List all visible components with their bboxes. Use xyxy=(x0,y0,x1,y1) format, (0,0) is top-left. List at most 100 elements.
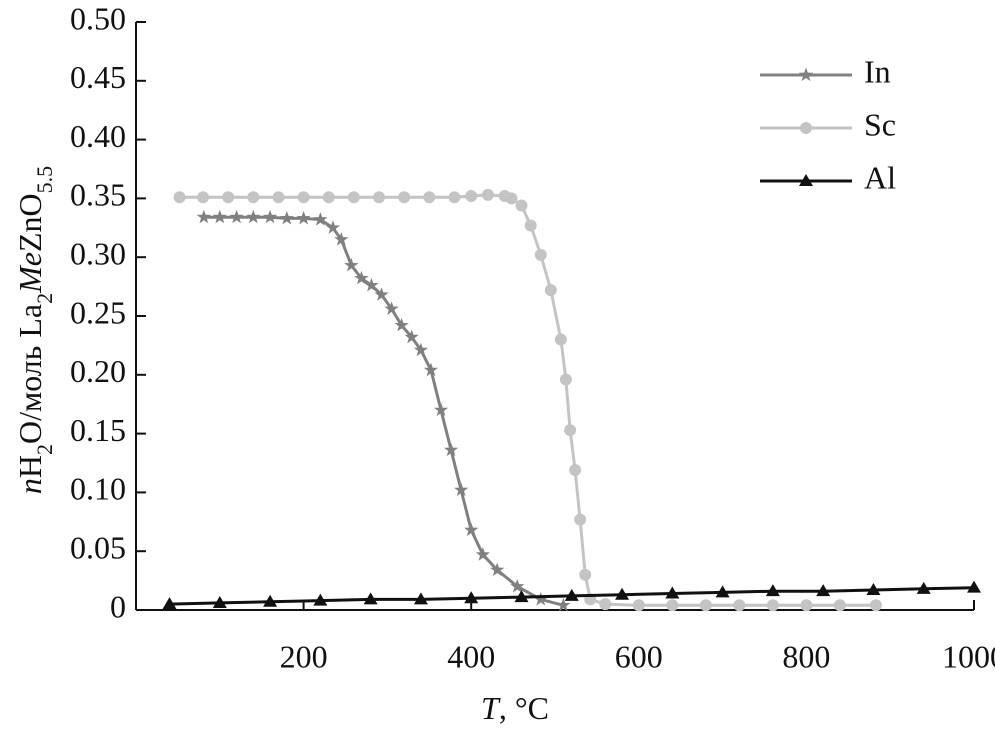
marker xyxy=(325,220,341,234)
marker xyxy=(715,585,730,598)
legend-marker xyxy=(800,122,812,134)
x-tick-label: 600 xyxy=(615,638,663,674)
marker xyxy=(444,442,459,457)
series-line xyxy=(203,215,564,607)
marker xyxy=(599,598,612,611)
marker xyxy=(869,599,882,612)
marker xyxy=(344,257,359,272)
marker xyxy=(475,547,491,561)
marker xyxy=(533,591,548,606)
marker xyxy=(173,191,186,204)
marker xyxy=(544,284,557,297)
x-tick-label: 800 xyxy=(782,638,830,674)
marker xyxy=(490,562,505,577)
marker xyxy=(197,191,210,204)
x-tick-label: 200 xyxy=(280,638,328,674)
marker xyxy=(524,219,537,232)
marker xyxy=(816,584,831,597)
marker xyxy=(514,590,529,603)
marker xyxy=(296,210,311,225)
marker xyxy=(699,599,712,612)
y-axis-title-part: Me xyxy=(12,252,48,294)
y-tick-label: 0.15 xyxy=(70,412,126,448)
y-tick-label: 0.10 xyxy=(70,471,126,507)
marker xyxy=(374,287,389,301)
marker xyxy=(579,568,592,581)
marker xyxy=(212,209,227,224)
marker xyxy=(515,199,528,212)
marker xyxy=(334,232,349,246)
marker xyxy=(394,317,409,332)
x-axis-title-part: T xyxy=(481,690,501,726)
marker xyxy=(247,191,260,204)
x-tick-label: 1000 xyxy=(942,638,995,674)
marker xyxy=(162,597,177,610)
y-axis-title-group: nH2O/моль La2MeZnO5.5 xyxy=(12,166,56,494)
marker xyxy=(313,593,328,606)
marker xyxy=(229,209,244,224)
marker xyxy=(765,584,780,597)
marker xyxy=(384,301,399,315)
marker xyxy=(733,599,746,612)
marker xyxy=(246,209,261,224)
marker xyxy=(272,191,285,204)
y-axis-title-part: n xyxy=(12,478,48,494)
y-axis-title-part: 2 xyxy=(32,444,57,455)
marker xyxy=(313,212,328,226)
marker xyxy=(354,270,369,285)
marker xyxy=(559,373,572,386)
marker xyxy=(800,599,813,612)
y-axis-title-part: O/моль La xyxy=(12,304,48,444)
marker xyxy=(262,209,278,224)
marker xyxy=(564,424,577,437)
marker xyxy=(632,599,645,612)
marker xyxy=(413,592,428,605)
y-tick-label: 0.20 xyxy=(70,353,126,389)
series-line xyxy=(179,193,876,607)
marker xyxy=(297,191,310,204)
marker xyxy=(423,191,436,204)
marker xyxy=(666,599,679,612)
y-tick-label: 0.25 xyxy=(70,294,126,330)
marker xyxy=(363,592,378,605)
x-tick-label: 400 xyxy=(447,638,495,674)
marker xyxy=(569,464,582,477)
marker xyxy=(534,248,547,261)
marker xyxy=(615,587,630,600)
x-axis-title-part: , °C xyxy=(499,690,549,726)
marker xyxy=(454,482,469,497)
y-tick-label: 0.50 xyxy=(70,0,126,36)
marker xyxy=(464,522,479,537)
marker xyxy=(481,188,494,201)
marker xyxy=(398,191,411,204)
marker xyxy=(554,333,567,346)
marker xyxy=(404,329,419,344)
marker xyxy=(347,191,360,204)
marker xyxy=(833,599,846,612)
legend-label: Sc xyxy=(864,106,896,142)
marker xyxy=(322,191,335,204)
marker xyxy=(574,513,587,526)
marker xyxy=(448,191,461,204)
y-axis-title-part: 5.5 xyxy=(32,166,57,194)
marker xyxy=(196,209,211,224)
y-tick-label: 0.30 xyxy=(70,236,126,272)
legend-marker xyxy=(798,67,814,82)
marker xyxy=(866,583,881,596)
y-tick-label: 0.45 xyxy=(70,59,126,95)
marker xyxy=(556,597,571,612)
marker xyxy=(413,342,429,357)
marker xyxy=(464,591,479,604)
marker xyxy=(364,277,379,292)
x-axis-title-group: T, °C xyxy=(481,690,549,726)
marker xyxy=(263,594,278,607)
marker xyxy=(510,579,525,593)
legend-label: In xyxy=(864,53,891,89)
marker xyxy=(967,580,981,593)
x-axis-title: T, °C xyxy=(481,690,549,726)
marker xyxy=(665,586,680,599)
marker xyxy=(279,210,294,225)
marker xyxy=(212,595,227,608)
marker xyxy=(564,588,579,601)
